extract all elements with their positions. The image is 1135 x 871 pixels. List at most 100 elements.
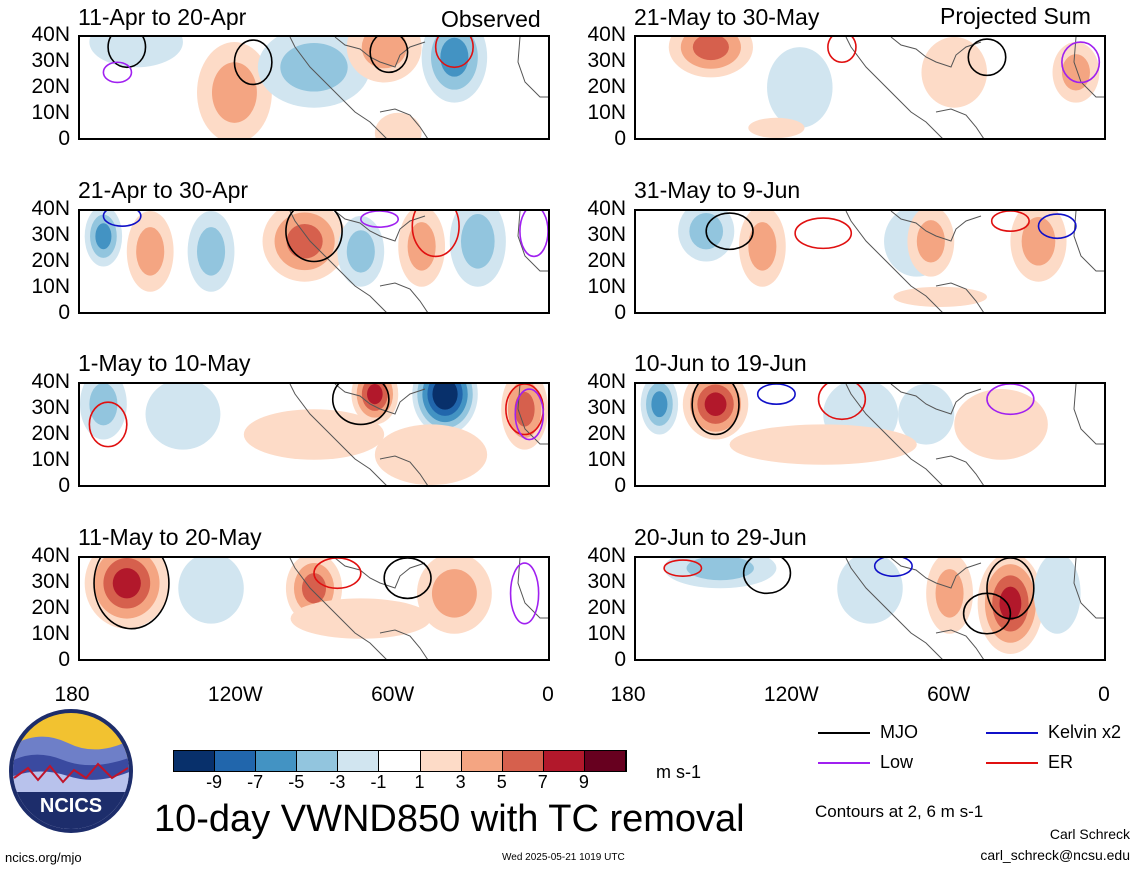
website-url: ncics.org/mjo — [5, 850, 82, 865]
legend-label: MJO — [880, 722, 918, 742]
anomaly-shading — [145, 384, 221, 450]
y-tick-label: 40N — [587, 197, 626, 220]
anomaly-shading — [916, 220, 945, 263]
contour-line — [107, 37, 147, 69]
panel-map — [78, 209, 550, 314]
email: carl_schreck@ncsu.edu — [980, 847, 1130, 863]
anomaly-shading — [301, 573, 327, 604]
y-tick-label: 40N — [587, 370, 626, 393]
legend-label: ER — [1048, 752, 1074, 772]
y-tick-label: 30N — [31, 223, 70, 246]
anomaly-shading — [346, 230, 375, 273]
y-tick-label: 30N — [587, 223, 626, 246]
y-tick-label: 10N — [587, 275, 626, 298]
panel-title: 1-May to 10-May — [78, 350, 251, 376]
y-tick-label: 20N — [31, 75, 70, 98]
anomaly-shading — [837, 558, 903, 624]
colorbar-swatch — [584, 751, 626, 771]
contour-line — [986, 384, 1035, 416]
y-tick-label: 10N — [587, 448, 626, 471]
contour-line — [663, 559, 703, 577]
anomaly-shading — [178, 558, 244, 624]
figure-title: 10-day VWND850 with TC removal — [154, 798, 745, 840]
anomaly-shading — [935, 569, 964, 618]
legend-swatch — [986, 732, 1038, 734]
contour-line — [93, 558, 170, 630]
anomaly-shading — [921, 37, 987, 108]
y-tick-label: 0 — [614, 474, 626, 497]
panel-map — [78, 35, 550, 140]
legend-label: Low — [880, 752, 914, 772]
colorbar-swatch — [256, 751, 298, 771]
contour-line — [369, 37, 409, 74]
contour-line — [873, 558, 913, 577]
anomaly-shading — [651, 391, 668, 418]
y-tick-label: 0 — [58, 301, 70, 324]
contour-line — [285, 211, 343, 263]
y-tick-label: 20N — [587, 249, 626, 272]
colorbar — [173, 750, 627, 772]
y-tick-label: 0 — [614, 301, 626, 324]
anomaly-shading — [407, 222, 436, 271]
panel-title: 21-May to 30-May — [634, 4, 820, 30]
colorbar-tick-label: 5 — [496, 772, 507, 792]
anomaly-shading — [1033, 558, 1081, 634]
coastline — [289, 384, 548, 485]
ncics-logo: NCICS — [8, 708, 134, 834]
anomaly-shading — [514, 391, 535, 427]
contour-line — [705, 212, 754, 251]
coastline — [289, 558, 548, 659]
anomaly-shading — [692, 37, 729, 61]
colorbar-swatch — [379, 751, 421, 771]
contour-line — [509, 562, 540, 625]
y-tick-label: 10N — [587, 101, 626, 124]
coastline — [845, 384, 1104, 485]
x-tick-label: 60W — [371, 683, 415, 706]
y-tick-label: 20N — [31, 249, 70, 272]
x-tick-label: 180 — [54, 683, 90, 706]
colorbar-tick-label: 9 — [578, 772, 589, 792]
x-tick-label: 0 — [542, 683, 554, 706]
anomaly-shading — [440, 37, 469, 77]
panel-map — [634, 209, 1106, 314]
legend-swatch — [818, 732, 870, 734]
y-tick-label: 20N — [587, 75, 626, 98]
panel-title: 31-May to 9-Jun — [634, 177, 801, 203]
logo-text: NCICS — [40, 795, 102, 817]
y-tick-label: 0 — [614, 127, 626, 150]
contour-line — [1061, 41, 1101, 84]
anomaly-shading — [280, 43, 348, 92]
colorbar-swatch — [420, 751, 462, 771]
anomaly-shading — [898, 384, 955, 445]
y-tick-label: 30N — [587, 570, 626, 593]
observed-label: Observed — [441, 6, 541, 32]
contour-line — [434, 37, 474, 69]
contour-line — [1037, 213, 1077, 240]
projected-sum-label: Projected Sum — [940, 3, 1091, 29]
anomaly-shading — [431, 569, 477, 618]
coastline — [845, 211, 1104, 312]
y-tick-label: 40N — [31, 544, 70, 567]
x-tick-label: 120W — [207, 683, 263, 706]
colorbar-swatch — [338, 751, 380, 771]
colorbar-swatch — [174, 751, 216, 771]
contour-line — [794, 217, 853, 250]
anomaly-shading — [95, 223, 112, 250]
legend-label: Kelvin x2 — [1048, 722, 1122, 742]
anomaly-shading — [893, 286, 987, 307]
anomaly-shading — [999, 586, 1022, 621]
anomaly-shading — [954, 389, 1048, 460]
y-tick-label: 0 — [58, 648, 70, 671]
anomaly-shading — [374, 112, 422, 138]
timestamp: Wed 2025-05-21 1019 UTC — [502, 852, 625, 863]
y-tick-label: 40N — [31, 370, 70, 393]
colorbar-swatch — [297, 751, 339, 771]
panel-map — [78, 382, 550, 487]
colorbar-tick-label: 1 — [414, 772, 425, 792]
anomaly-shading — [686, 558, 754, 581]
y-tick-label: 40N — [31, 197, 70, 220]
contour-line — [88, 401, 128, 448]
y-tick-label: 40N — [31, 23, 70, 46]
y-tick-label: 40N — [587, 544, 626, 567]
colorbar-tick-label: -5 — [288, 772, 305, 792]
